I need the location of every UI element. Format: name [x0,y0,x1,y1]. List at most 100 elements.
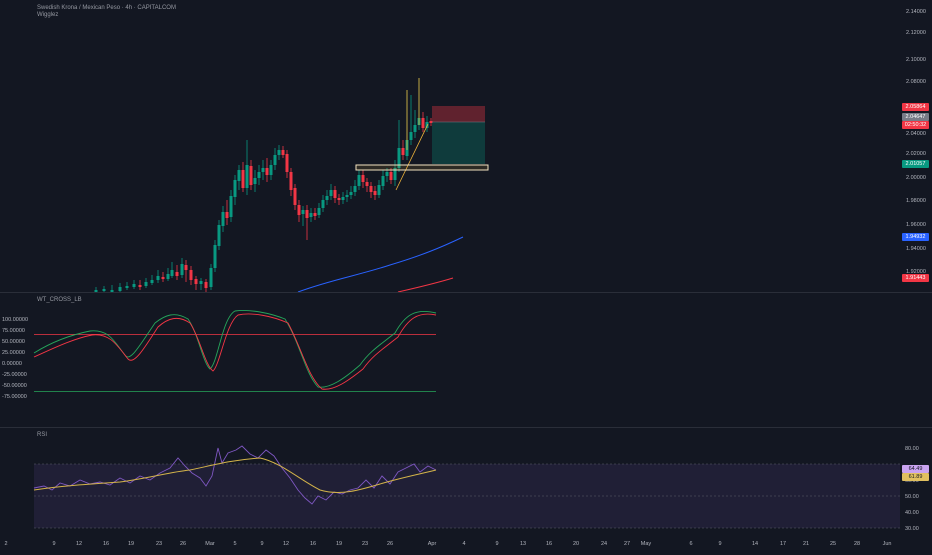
candle [257,172,261,178]
time-tick-label: Jun [883,541,892,547]
price-tick-label: 1.92000 [906,269,926,275]
price-tag: 2.01057 [902,160,929,168]
candle [373,191,377,195]
time-tick-label: 26 [180,541,186,547]
candle [277,150,281,155]
time-tick-label: 4 [462,541,465,547]
candle [337,198,341,200]
candle [253,178,257,184]
candle [285,154,289,172]
candle [273,155,277,165]
candle [349,192,353,195]
time-tick-label: Apr [428,541,437,547]
time-tick-label: 19 [336,541,342,547]
price-tick-label: 2.10000 [906,57,926,63]
price-tick-label: 2.08000 [906,79,926,85]
take-profit-zone [432,122,485,164]
price-tag: 1.91443 [902,274,929,282]
candle [166,274,170,279]
price-tick-label: 2.14000 [906,9,926,15]
candle [144,282,148,286]
price-tick-label: 1.98000 [906,198,926,204]
symbol-title: Swedish Krona / Mexican Peso · 4h · CAPI… [37,5,176,11]
support-zone [355,164,489,171]
candle [229,196,233,217]
candle [194,279,198,284]
rsi-tick-label: 30.00 [905,526,919,532]
candle [357,175,361,186]
time-tick-label: 23 [362,541,368,547]
trend-line [395,123,429,191]
candle [293,188,297,205]
time-tick-label: Mar [205,541,215,547]
candle [94,290,98,293]
price-tick-label: 2.00000 [906,175,926,181]
price-chart-pane[interactable]: 2.14000 2.12000 2.10000 2.08000 2.04000 2.020… [0,0,932,294]
candle [401,148,405,155]
wt-cross-canvas[interactable]: 100.00000 75.00000 50.00000 25.00000 0.00000… [0,293,932,427]
candle [184,265,188,270]
osc-tick-label: -25.00000 [2,372,27,378]
indicator-name: Wigglez [37,12,59,18]
rsi-tick-label: 60.00 [905,478,919,484]
price-tick-label: 1.94000 [906,246,926,252]
candle [213,245,217,268]
wt1-line [33,310,437,388]
rsi-tick-label: 50.00 [905,494,919,500]
time-tick-label: 16 [103,541,109,547]
time-tick-label: 9 [52,541,55,547]
pane-separator[interactable] [0,427,932,428]
time-tick-label: 27 [624,541,630,547]
candle [397,148,401,168]
candle [377,185,381,195]
candle [245,165,249,188]
time-tick-label: 23 [156,541,162,547]
candle [313,213,317,216]
candle [189,270,193,280]
candle [265,168,269,175]
candle [353,186,357,192]
time-tick-label: 9 [260,541,263,547]
candle [269,165,273,175]
time-tick-label: 24 [601,541,607,547]
candle [333,190,337,198]
time-tick-label: 14 [752,541,758,547]
time-tick-label: 6 [689,541,692,547]
wt-cross-pane[interactable]: 100.00000 75.00000 50.00000 25.00000 0.00000… [0,293,932,427]
price-chart-canvas[interactable]: 2.14000 2.12000 2.10000 2.08000 2.04000 2.020… [0,0,932,294]
candle [138,285,142,287]
price-tag: 2.05864 [902,103,929,111]
time-tick-label: 28 [854,541,860,547]
candle [289,172,293,190]
time-tick-label: 9 [718,541,721,547]
rsi-canvas[interactable]: 80.00 60.00 50.00 40.00 30.00 [0,428,932,536]
price-tick-label: 1.96000 [906,222,926,228]
rsi-value-tag: 61.89 [902,473,929,481]
candle [249,166,253,185]
candle [170,270,174,276]
pane-separator[interactable] [0,292,932,293]
price-tick-label: 2.02000 [906,151,926,157]
osc-tick-label: -50.00000 [2,383,27,389]
candle [241,170,245,188]
candle [281,150,285,155]
candle [204,282,208,288]
candle [225,212,229,218]
osc-tick-label: 25.00000 [2,350,25,356]
candle [301,210,305,214]
candle [425,122,429,128]
time-tick-label: 9 [495,541,498,547]
ema-slow-line [397,277,454,293]
candle [369,186,373,192]
rsi-pane[interactable]: 80.00 60.00 50.00 40.00 30.00 RSI 64.49 61.89 [0,428,932,536]
time-tick-label: 16 [546,541,552,547]
wt-cross-title: WT_CROSS_LB [37,297,82,303]
rsi-tick-label: 40.00 [905,510,919,516]
candle [429,121,433,123]
rsi-value-tag: 64.49 [902,465,929,473]
time-axis[interactable]: 2 9 12 16 19 23 26 Mar 5 9 12 16 19 23 26 Apr 4 9 13 16 20 24… [0,536,932,550]
time-tick-label: 19 [128,541,134,547]
candle [365,182,369,186]
candle [305,210,309,218]
candle [345,195,349,197]
